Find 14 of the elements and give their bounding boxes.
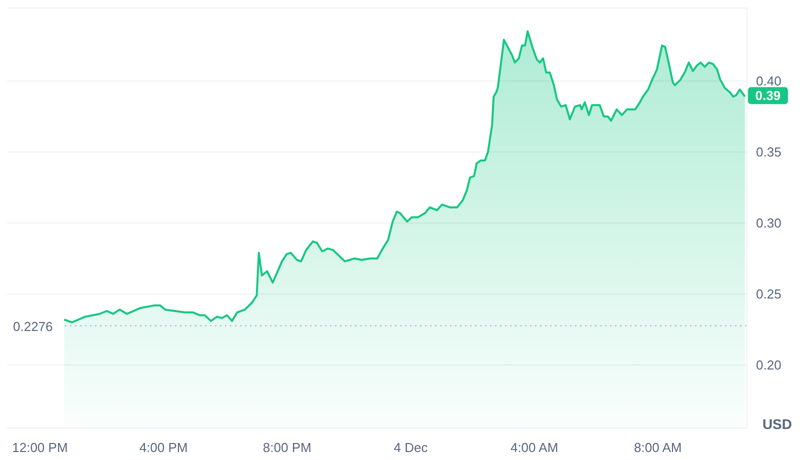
ref-line-label: 0.2276 [13,318,53,334]
y-tick-label: 0.40 [756,74,782,89]
x-tick-label: 12:00 PM [12,440,68,455]
y-axis-title: USD [762,416,792,432]
x-tick-label: 4 Dec [394,440,428,455]
annotation: 0.39 [755,88,781,104]
y-tick-label: 0.20 [756,358,782,373]
y-tick-label: 0.30 [756,216,782,231]
x-tick-label: 4:00 AM [510,440,558,455]
y-tick-label: 0.35 [756,144,782,160]
y-tick-label: 0.25 [756,286,782,302]
x-tick-label: 8:00 AM [634,440,682,455]
x-tick-label: 8:00 PM [262,440,312,455]
x-tick-label: 4:00 PM [139,440,188,455]
